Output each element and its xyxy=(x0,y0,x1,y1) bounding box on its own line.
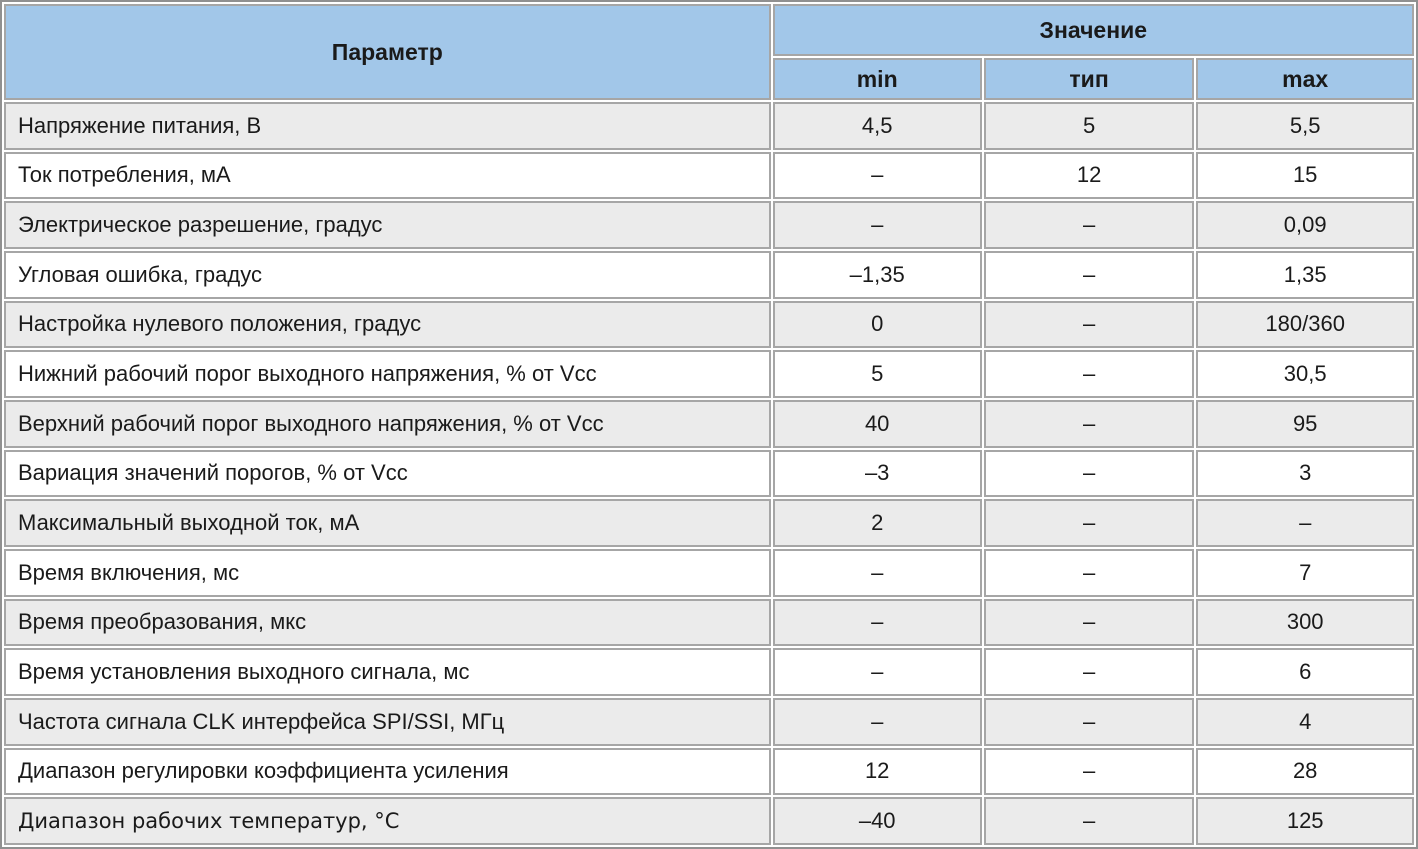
table-row: Максимальный выходной ток, мА 2– – xyxy=(4,499,1414,547)
typ-cell: 12 xyxy=(983,151,1195,200)
typ-cell: – xyxy=(983,201,1195,249)
table-row: Вариация значений порогов, % от Vcc –3–3 xyxy=(4,449,1414,498)
parameter-cell: Напряжение питания, В xyxy=(4,102,771,150)
max-cell: 15 xyxy=(1196,151,1414,200)
max-cell: 95 xyxy=(1196,399,1414,448)
table-row: Время преобразования, мкс – –300 xyxy=(4,598,1414,647)
min-cell: – xyxy=(772,648,982,696)
header-row-sub: min тип max xyxy=(4,58,1414,100)
max-cell: 1,35 xyxy=(1196,250,1414,299)
typ-cell: – xyxy=(983,747,1195,796)
min-cell: –3 xyxy=(772,449,982,498)
table-header: Параметр Значение min тип max xyxy=(4,4,1414,100)
table-row: Диапазон рабочих температур, °С –40–125 xyxy=(4,797,1414,845)
typ-cell: – xyxy=(983,697,1195,746)
parameter-cell: Настройка нулевого положения, градус xyxy=(4,300,771,349)
table-body: Напряжение питания, В 4,5 5 5,5 Ток потребле… xyxy=(4,102,1414,845)
min-cell: 5 xyxy=(772,350,982,398)
min-cell: – xyxy=(772,201,982,249)
min-cell: 0 xyxy=(772,300,982,349)
parameter-cell: Электрическое разрешение, градус xyxy=(4,201,771,249)
column-header-min: min xyxy=(772,58,982,100)
typ-cell: – xyxy=(983,548,1195,597)
max-cell: 4 xyxy=(1196,697,1414,746)
table-row: Время включения, мс – –7 xyxy=(4,548,1414,597)
min-cell: – xyxy=(772,598,982,647)
header-row-top: Параметр Значение xyxy=(4,4,1414,100)
max-cell: 125 xyxy=(1196,797,1414,845)
table-row: Верхний рабочий порог выходного напряжен… xyxy=(4,399,1414,448)
parameter-cell: Время преобразования, мкс xyxy=(4,598,771,647)
column-header-parameter: Параметр xyxy=(4,4,771,100)
typ-cell: – xyxy=(983,250,1195,299)
parameter-cell: Максимальный выходной ток, мА xyxy=(4,499,771,547)
typ-cell: – xyxy=(983,598,1195,647)
parameter-cell: Диапазон регулировки коэффициента усилен… xyxy=(4,747,771,796)
typ-cell: – xyxy=(983,399,1195,448)
table-row: Диапазон регулировки коэффициента усилен… xyxy=(4,747,1414,796)
typ-cell: – xyxy=(983,648,1195,696)
max-cell: 7 xyxy=(1196,548,1414,597)
min-cell: 2 xyxy=(772,499,982,547)
typ-cell: – xyxy=(983,300,1195,349)
table-row: Время установления выходного сигнала, мс… xyxy=(4,648,1414,696)
min-cell: –40 xyxy=(772,797,982,845)
max-cell: 0,09 xyxy=(1196,201,1414,249)
parameter-cell: Ток потребления, мА xyxy=(4,151,771,200)
parameter-cell: Нижний рабочий порог выходного напряжени… xyxy=(4,350,771,398)
table-row: Электрическое разрешение, градус – –0,09 xyxy=(4,201,1414,249)
parameter-cell: Диапазон рабочих температур, °С xyxy=(4,797,771,845)
typ-cell: – xyxy=(983,499,1195,547)
max-cell: 28 xyxy=(1196,747,1414,796)
column-header-typ: тип xyxy=(983,58,1195,100)
parameter-cell: Угловая ошибка, градус xyxy=(4,250,771,299)
parameter-cell: Время установления выходного сигнала, мс xyxy=(4,648,771,696)
table-row: Настройка нулевого положения, градус 0–18… xyxy=(4,300,1414,349)
min-cell: – xyxy=(772,697,982,746)
typ-cell: – xyxy=(983,449,1195,498)
max-cell: 180/360 xyxy=(1196,300,1414,349)
column-header-max: max xyxy=(1196,58,1414,100)
min-cell: – xyxy=(772,548,982,597)
parameter-cell: Время включения, мс xyxy=(4,548,771,597)
max-cell: 6 xyxy=(1196,648,1414,696)
table-row: Частота сигнала CLK интерфейса SPI/SSI, … xyxy=(4,697,1414,746)
table-row: Ток потребления, мА –12 15 xyxy=(4,151,1414,200)
min-cell: 40 xyxy=(772,399,982,448)
typ-cell: 5 xyxy=(983,102,1195,150)
table-row: Угловая ошибка, градус –1,35–1,35 xyxy=(4,250,1414,299)
table-row: Нижний рабочий порог выходного напряжени… xyxy=(4,350,1414,398)
min-cell: 4,5 xyxy=(772,102,982,150)
typ-cell: – xyxy=(983,797,1195,845)
parameter-cell: Частота сигнала CLK интерфейса SPI/SSI, … xyxy=(4,697,771,746)
table-row: Напряжение питания, В 4,5 5 5,5 xyxy=(4,102,1414,150)
max-cell: 300 xyxy=(1196,598,1414,647)
column-header-value-group: Значение xyxy=(772,4,1414,56)
max-cell: 30,5 xyxy=(1196,350,1414,398)
parameter-cell: Верхний рабочий порог выходного напряжен… xyxy=(4,399,771,448)
min-cell: –1,35 xyxy=(772,250,982,299)
max-cell: 5,5 xyxy=(1196,102,1414,150)
typ-cell: – xyxy=(983,350,1195,398)
max-cell: – xyxy=(1196,499,1414,547)
min-cell: – xyxy=(772,151,982,200)
min-cell: 12 xyxy=(772,747,982,796)
max-cell: 3 xyxy=(1196,449,1414,498)
parameter-cell: Вариация значений порогов, % от Vcc xyxy=(4,449,771,498)
